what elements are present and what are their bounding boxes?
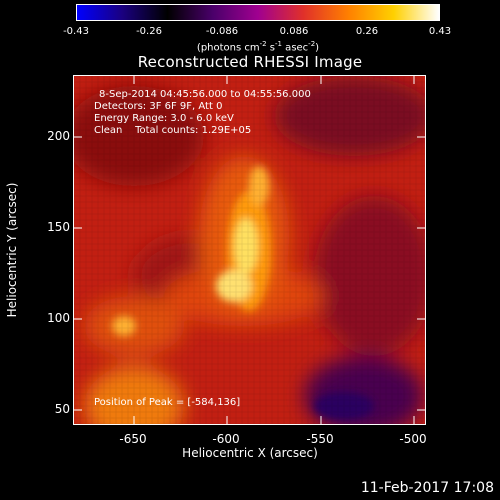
colorbar xyxy=(76,4,440,21)
x-axis-label: Heliocentric X (arcsec) xyxy=(182,446,318,460)
y-tick-label: 50 xyxy=(54,402,70,416)
colorbar-tick-label: -0.43 xyxy=(63,26,89,37)
colorbar-tick-label: 0.086 xyxy=(279,26,309,37)
colorbar-tick-label: -0.26 xyxy=(136,26,162,37)
x-tick-label: -650 xyxy=(119,432,147,446)
footer-date: 11-Feb-2017 17:08 xyxy=(360,480,494,496)
clean-info: Clean Total counts: 1.29E+05 xyxy=(94,125,252,136)
plot-title: Reconstructed RHESSI Image xyxy=(137,53,363,71)
x-tick-label: -550 xyxy=(306,432,334,446)
y-tick-label: 200 xyxy=(47,129,70,143)
y-tick-label: 100 xyxy=(47,311,70,325)
rhessi-image xyxy=(74,76,425,424)
time-range: 8-Sep-2014 04:45:56.000 to 04:55:56.000 xyxy=(99,89,311,100)
colorbar-tick-label: 0.26 xyxy=(355,26,379,37)
x-tick-label: -600 xyxy=(212,432,240,446)
detectors-info: Detectors: 3F 6F 9F, Att 0 xyxy=(94,101,223,112)
image-panel: 8-Sep-2014 04:45:56.000 to 04:55:56.000 … xyxy=(73,75,426,425)
colorbar-tick-label: 0.43 xyxy=(428,26,452,37)
colorbar-tick-label: -0.086 xyxy=(205,26,239,37)
axis-ticks xyxy=(74,76,425,424)
y-tick-label: 150 xyxy=(47,220,70,234)
x-tick-label: -500 xyxy=(399,432,427,446)
peak-position: Position of Peak = [-584,136] xyxy=(94,397,241,408)
energy-range: Energy Range: 3.0 - 6.0 keV xyxy=(94,113,234,124)
y-axis-label: Heliocentric Y (arcsec) xyxy=(5,182,19,318)
colorbar-units: (photons cm-2 s-1 asec-2) xyxy=(196,40,320,54)
